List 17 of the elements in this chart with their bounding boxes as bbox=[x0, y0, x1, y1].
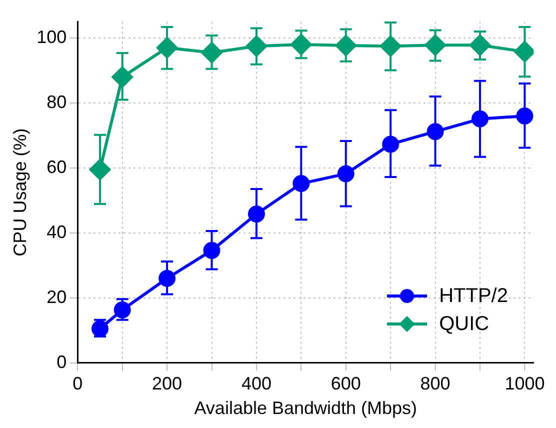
x-tick-label: 400 bbox=[241, 374, 272, 394]
x-axis-title: Available Bandwidth (Mbps) bbox=[194, 398, 418, 418]
legend-label: QUIC bbox=[439, 312, 490, 337]
x-tick-label: 800 bbox=[420, 374, 450, 394]
x-tick-label: 200 bbox=[152, 374, 182, 394]
y-tick-label: 100 bbox=[36, 27, 67, 48]
legend-label: HTTP/2 bbox=[439, 284, 508, 309]
y-tick-label: 0 bbox=[56, 352, 67, 372]
y-tick-label: 40 bbox=[46, 222, 67, 242]
y-tick-label: 80 bbox=[46, 92, 67, 112]
y-tick-label: 60 bbox=[46, 156, 67, 177]
y-tick-label: 20 bbox=[46, 286, 67, 307]
x-tick-label: 600 bbox=[330, 374, 361, 394]
x-tick-label: 1000 bbox=[504, 374, 545, 394]
x-tick-label: 0 bbox=[72, 374, 83, 394]
point bbox=[514, 41, 534, 62]
y-axis-title: CPU Usage (%) bbox=[10, 128, 30, 256]
